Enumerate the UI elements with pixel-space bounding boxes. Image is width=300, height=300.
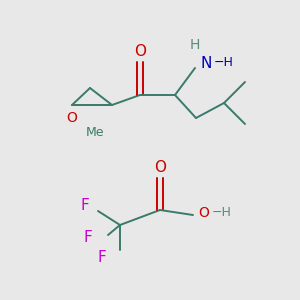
Text: F: F [81,197,89,212]
Text: H: H [190,38,200,52]
Text: O: O [67,111,77,125]
Text: F: F [98,250,106,266]
Text: O: O [198,206,209,220]
Text: F: F [84,230,92,245]
Text: O: O [134,44,146,59]
Text: N: N [200,56,212,70]
Text: −H: −H [212,206,232,220]
Text: O: O [154,160,166,175]
Text: Me: Me [86,125,104,139]
Text: −H: −H [214,56,234,70]
